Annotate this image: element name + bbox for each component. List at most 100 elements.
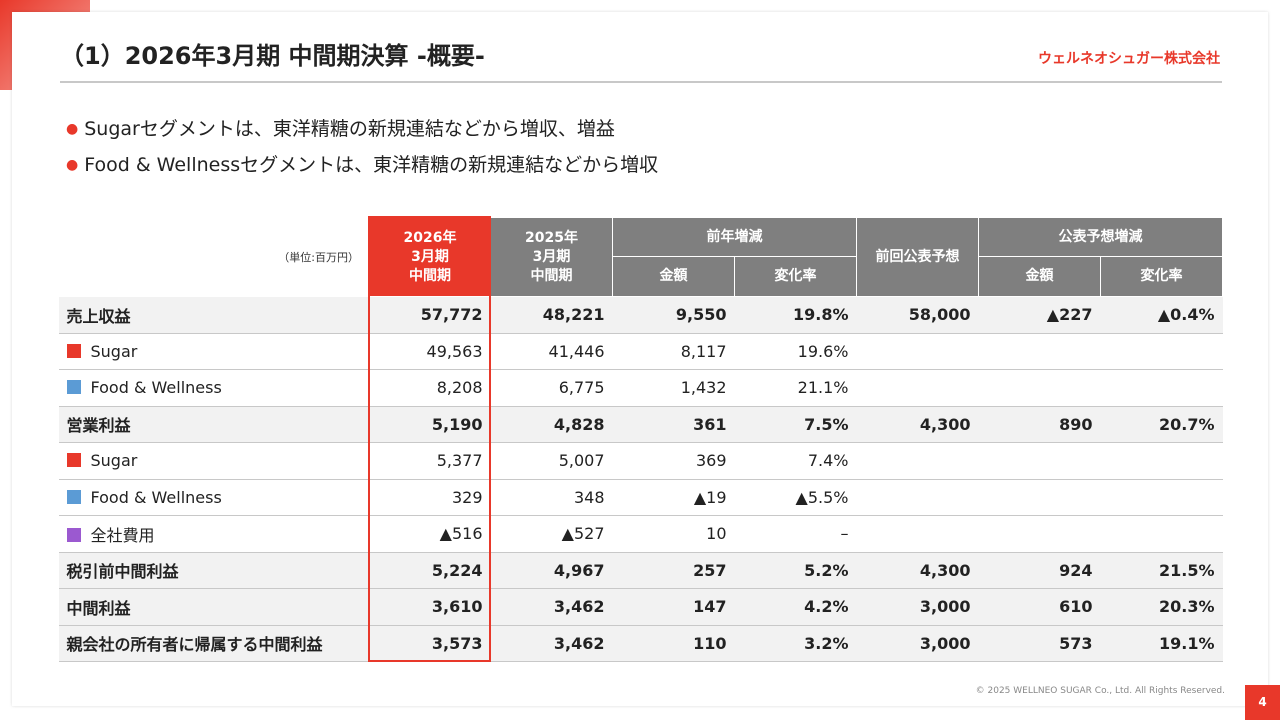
table-row: 税引前中間利益 5,224 4,967 257 5.2% 4,300 924 21.5% — [58, 552, 1223, 589]
cell: 3.2% — [734, 625, 857, 662]
bullet: Sugarセグメントは、東洋精糖の新規連結などから増収、増益 — [66, 112, 658, 148]
row-label: 全社費用 — [58, 515, 370, 553]
cell: 3,000 — [856, 588, 979, 626]
empty-cell — [856, 479, 979, 516]
cell: 1,432 — [612, 369, 735, 407]
empty-cell — [1100, 479, 1223, 516]
row-label-text: 売上収益 — [66, 306, 131, 326]
cell: 7.4% — [734, 442, 857, 480]
empty-cell — [978, 442, 1101, 480]
table-row: 中間利益 3,610 3,462 147 4.2% 3,000 610 20.3% — [58, 588, 1223, 626]
segment-marker — [66, 527, 81, 542]
cell: ▲227 — [978, 296, 1101, 334]
row-label-text: 全社費用 — [90, 525, 155, 545]
row-label: 中間利益 — [58, 588, 370, 626]
row-label: Food & Wellness — [58, 479, 370, 516]
cell: 3,610 — [369, 588, 491, 626]
empty-cell — [856, 333, 979, 370]
row-label-text: Sugar — [90, 451, 138, 471]
row-label-text: 中間利益 — [66, 598, 131, 618]
table-row: 営業利益 5,190 4,828 361 7.5% 4,300 890 20.7% — [58, 406, 1223, 443]
column-header: 2026年 3月期 中間期 — [369, 217, 491, 297]
cell: 4,828 — [490, 406, 613, 443]
cell: 3,000 — [856, 625, 979, 662]
header-row: 金額 変化率 金額 変化率 — [59, 256, 1223, 297]
row-label: 営業利益 — [58, 406, 370, 443]
cell: 19.8% — [734, 296, 857, 334]
table-row: Sugar 5,377 5,007 369 7.4% — [58, 442, 1223, 480]
cell: 49,563 — [369, 333, 491, 370]
table-row: Food & Wellness 8,208 6,775 1,432 21.1% — [58, 369, 1223, 407]
highlight-column — [368, 216, 491, 662]
empty-cell — [1100, 515, 1223, 553]
empty-cell — [1100, 442, 1223, 480]
cell: 21.1% — [734, 369, 857, 407]
cell: 5,224 — [369, 552, 491, 589]
cell: 573 — [978, 625, 1101, 662]
cell: 6,775 — [490, 369, 613, 407]
cell: 4.2% — [734, 588, 857, 626]
cell: 3,462 — [490, 625, 613, 662]
segment-marker — [66, 343, 81, 358]
sub-header: 変化率 — [1100, 256, 1223, 297]
segment-marker — [66, 489, 81, 504]
empty-cell — [978, 369, 1101, 407]
empty-cell — [856, 515, 979, 553]
sub-header: 金額 — [978, 256, 1101, 297]
row-label: 売上収益 — [58, 296, 370, 334]
row-label-text: 営業利益 — [66, 416, 131, 436]
cell: 10 — [612, 515, 735, 553]
empty-cell — [856, 369, 979, 407]
cell: 369 — [612, 442, 735, 480]
table-row: 売上収益 57,772 48,221 9,550 19.8% 58,000 ▲227 ▲0.4… — [58, 296, 1223, 334]
cell: 20.3% — [1100, 588, 1223, 626]
segment-marker — [66, 453, 81, 468]
empty-cell — [1100, 369, 1223, 407]
cell: 5,377 — [369, 442, 491, 480]
row-label-text: 税引前中間利益 — [66, 562, 179, 582]
cell: 610 — [978, 588, 1101, 626]
cell: ▲527 — [490, 515, 613, 553]
cell: 19.6% — [734, 333, 857, 370]
cell: 4,300 — [856, 552, 979, 589]
empty-cell — [978, 333, 1101, 370]
cell: ▲516 — [369, 515, 491, 553]
cell: ▲19 — [612, 479, 735, 516]
row-label: Sugar — [58, 442, 370, 480]
cell: 58,000 — [856, 296, 979, 334]
cell: 890 — [978, 406, 1101, 443]
cell: 7.5% — [734, 406, 857, 443]
row-label-text: Food & Wellness — [90, 487, 222, 507]
row-label-text: Food & Wellness — [90, 378, 222, 398]
unit-label: （単位:百万円） — [58, 217, 370, 297]
row-label-text: 親会社の所有者に帰属する中間利益 — [66, 635, 323, 655]
header-row: （単位:百万円） 2026年 3月期 中間期 2025年 3月期 中間期 前年増減 前回… — [58, 217, 1223, 297]
cell: 19.1% — [1100, 625, 1223, 662]
cell: 4,300 — [856, 406, 979, 443]
sub-header: 変化率 — [734, 256, 857, 297]
empty-cell — [1100, 333, 1223, 370]
row-label: Food & Wellness — [58, 369, 370, 407]
company-logo: ウェルネオシュガー株式会社 — [1038, 51, 1220, 67]
title-rule — [60, 81, 1222, 83]
table-row: Food & Wellness 329 348 ▲19 ▲5.5% — [58, 479, 1223, 516]
cell: 5,190 — [369, 406, 491, 443]
cell: ▲5.5% — [734, 479, 857, 516]
cell: 4,967 — [490, 552, 613, 589]
sub-header: 金額 — [612, 256, 735, 297]
row-label: Sugar — [58, 333, 370, 370]
cell: 257 — [612, 552, 735, 589]
cell: 329 — [369, 479, 491, 516]
cell: 924 — [978, 552, 1101, 589]
cell: 110 — [612, 625, 735, 662]
row-label: 親会社の所有者に帰属する中間利益 — [58, 625, 370, 662]
segment-marker — [66, 380, 81, 395]
cell: 41,446 — [490, 333, 613, 370]
cell: 3,573 — [369, 625, 491, 662]
cell: 361 — [612, 406, 735, 443]
results-table: （単位:百万円） 2026年 3月期 中間期 2025年 3月期 中間期 前年増減 前回… — [58, 217, 1223, 662]
column-header: 前回公表予想 — [856, 217, 979, 297]
bullet-list: Sugarセグメントは、東洋精糖の新規連結などから増収、増益 Food & We… — [66, 112, 658, 184]
cell: 20.7% — [1100, 406, 1223, 443]
